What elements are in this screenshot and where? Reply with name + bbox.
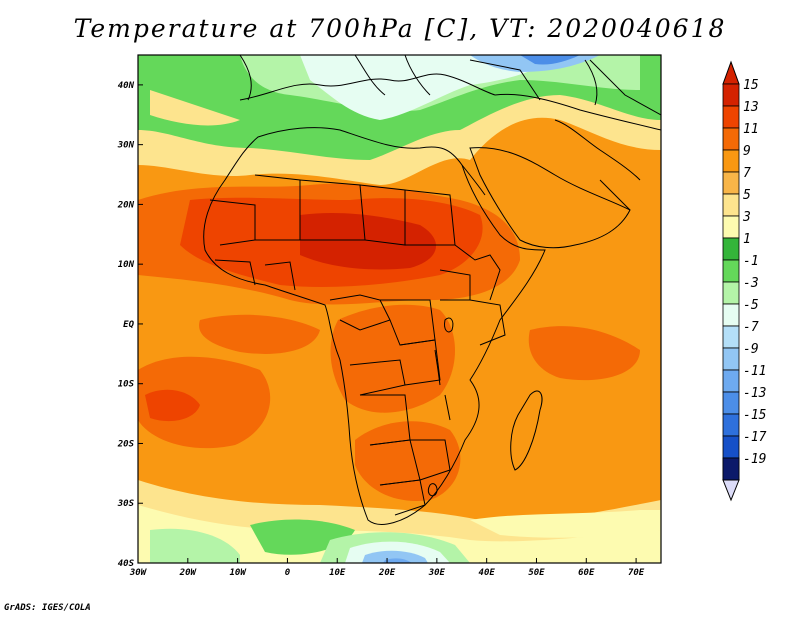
lat-tick-label: 20S bbox=[117, 439, 135, 449]
lon-tick-label: 40E bbox=[479, 568, 496, 578]
credit-label: GrADS: IGES/COLA bbox=[4, 603, 91, 613]
map-frame bbox=[137, 54, 662, 564]
colorbar-swatch bbox=[722, 413, 740, 437]
lat-tick-label: 40N bbox=[118, 81, 135, 91]
lat-tick-label: EQ bbox=[123, 320, 134, 330]
colorbar-top-arrow bbox=[722, 60, 740, 85]
colorbar-label: -11 bbox=[743, 364, 766, 379]
coastlines bbox=[203, 55, 661, 525]
lon-tick-label: 20W bbox=[179, 568, 198, 578]
lon-tick-label: 0 bbox=[285, 568, 291, 578]
lon-tick-label: 60E bbox=[578, 568, 595, 578]
lat-tick-label: 30N bbox=[117, 141, 135, 151]
colorbar-label: 5 bbox=[743, 188, 751, 203]
colorbar-swatch bbox=[722, 303, 740, 327]
colorbar-swatch bbox=[722, 457, 740, 481]
colorbar-swatch bbox=[722, 83, 740, 107]
colorbar-label: -19 bbox=[743, 452, 766, 467]
colorbar-label: 7 bbox=[743, 166, 751, 181]
colorbar-label: -9 bbox=[743, 342, 759, 357]
colorbar-label: 13 bbox=[743, 100, 759, 115]
colorbar-swatch bbox=[722, 281, 740, 305]
axis-ticks: 30W 20W 10W 0 10E 20E 30E 40E 50E 60E 70E 40N 30N 20N… bbox=[117, 81, 645, 578]
lat-tick-label: 20N bbox=[117, 200, 135, 210]
colorbar-swatch bbox=[722, 237, 740, 261]
colorbar-swatch bbox=[722, 171, 740, 195]
lon-tick-label: 30E bbox=[428, 568, 446, 578]
colorbar-swatch bbox=[722, 127, 740, 151]
lat-tick-label: 10S bbox=[118, 380, 135, 390]
colorbar-label: -13 bbox=[743, 386, 766, 401]
colorbar-label: -5 bbox=[743, 298, 759, 313]
colorbar-swatch bbox=[722, 369, 740, 393]
colorbar-label: -3 bbox=[743, 276, 759, 291]
colorbar-label: -1 bbox=[743, 254, 759, 269]
colorbar-bottom-arrow bbox=[722, 479, 740, 502]
colorbar-label: 3 bbox=[742, 210, 751, 225]
colorbar-swatch bbox=[722, 215, 740, 239]
lon-tick-label: 20E bbox=[378, 568, 396, 578]
colorbar-label: 1 bbox=[743, 232, 751, 247]
colorbar-label: -17 bbox=[743, 430, 767, 445]
colorbar-swatch bbox=[722, 435, 740, 459]
colorbar-label: 15 bbox=[743, 78, 759, 93]
colorbar-swatch bbox=[722, 149, 740, 173]
lat-tick-label: 30S bbox=[117, 499, 135, 509]
lon-tick-label: 50E bbox=[528, 568, 545, 578]
lon-tick-label: 30W bbox=[129, 568, 148, 578]
colorbar-label: -7 bbox=[743, 320, 759, 335]
colorbar-swatch bbox=[722, 259, 740, 283]
map-title: Temperature at 700hPa [C], VT: 202004061… bbox=[73, 14, 727, 43]
colorbar-swatch bbox=[722, 105, 740, 129]
colorbar-swatch bbox=[722, 391, 740, 415]
lat-tick-label: 10N bbox=[118, 260, 135, 270]
colorbar: 15 13 11 9 7 5 3 1 -1 -3 -5 -7 -9 -11 -13 -15 -17 -19 bbox=[722, 60, 767, 502]
colorbar-swatch bbox=[722, 325, 740, 349]
lat-tick-label: 40S bbox=[118, 559, 135, 569]
lon-tick-label: 10E bbox=[329, 568, 346, 578]
colorbar-label: -15 bbox=[743, 408, 767, 423]
colorbar-swatch bbox=[722, 347, 740, 371]
colorbar-swatch bbox=[722, 193, 740, 217]
lon-tick-label: 10W bbox=[229, 568, 247, 578]
colorbar-label: 11 bbox=[743, 122, 759, 137]
temperature-field bbox=[138, 55, 661, 563]
colorbar-label: 9 bbox=[743, 144, 751, 159]
lon-tick-label: 70E bbox=[628, 568, 645, 578]
